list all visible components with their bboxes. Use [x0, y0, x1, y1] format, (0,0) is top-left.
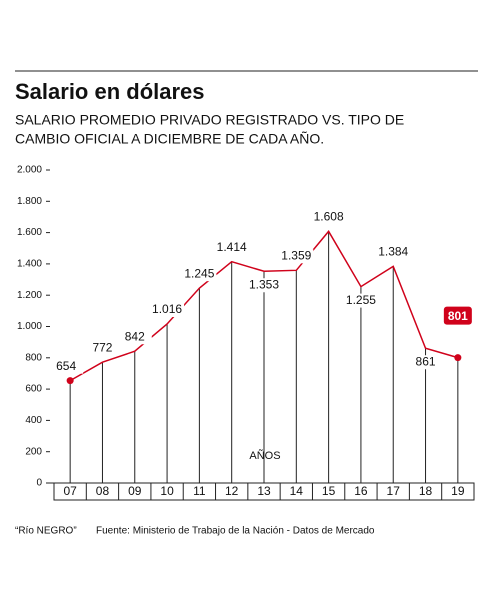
- x-tick-label: 08: [96, 484, 110, 498]
- y-tick-label: 600: [25, 384, 42, 395]
- x-tick-label: 13: [257, 484, 271, 498]
- y-tick-label: 800: [25, 352, 42, 363]
- label-bg: [214, 240, 249, 255]
- credit: “Río NEGRO”: [15, 526, 77, 537]
- value-label: 1.384: [378, 245, 408, 259]
- x-tick-label: 14: [290, 484, 304, 498]
- y-tick-label: 1.200: [17, 290, 42, 301]
- value-label: 801: [448, 309, 468, 323]
- chart-subtitle: SALARIO PROMEDIO PRIVADO REGISTRADO VS. …: [15, 112, 404, 128]
- x-axis-label: AÑOS: [249, 449, 280, 462]
- label-bg: [279, 249, 314, 264]
- point: [66, 377, 74, 385]
- y-tick-label: 1.800: [17, 196, 42, 207]
- label-bg: [343, 293, 378, 308]
- x-tick-label: 11: [193, 484, 206, 498]
- chart-title: Salario en dólares: [15, 79, 205, 104]
- value-label: 1.359: [281, 248, 311, 262]
- value-label: 861: [416, 354, 436, 368]
- x-tick-label: 18: [419, 484, 433, 498]
- value-label: 842: [125, 329, 145, 343]
- highlight-box: [443, 306, 472, 325]
- x-tick-label: 12: [225, 484, 239, 498]
- value-label: 1.255: [346, 293, 376, 307]
- x-tick-label: 17: [387, 484, 401, 498]
- value-label: 1.016: [152, 302, 182, 316]
- y-tick-label: 2.000: [17, 165, 42, 176]
- x-tick-label: 15: [322, 484, 336, 498]
- y-tick-label: 0: [36, 478, 42, 489]
- x-tick-label: 16: [354, 484, 368, 498]
- label-bg: [376, 245, 411, 260]
- x-tick-label: 07: [63, 484, 77, 498]
- label-bg: [182, 267, 217, 282]
- label-bg: [247, 278, 281, 293]
- label-bg: [117, 330, 152, 345]
- label-bg: [311, 210, 346, 225]
- value-label: 1.414: [217, 240, 247, 254]
- point: [454, 354, 462, 362]
- label-bg: [408, 355, 443, 370]
- source: Fuente: Ministerio de Trabajo de la Naci…: [96, 526, 375, 537]
- y-tick-label: 400: [25, 415, 42, 426]
- value-label: 1.608: [314, 210, 344, 224]
- value-label: 1.245: [184, 266, 214, 280]
- value-label: 654: [56, 359, 76, 373]
- label-bg: [150, 302, 185, 317]
- y-tick-label: 1.000: [17, 321, 42, 332]
- value-label: 1.353: [249, 277, 279, 291]
- data-line: [69, 230, 459, 382]
- label-bg: [85, 341, 120, 356]
- y-tick-label: 200: [25, 446, 42, 457]
- x-tick-label: 19: [451, 484, 465, 498]
- y-tick-label: 1.400: [17, 259, 42, 270]
- chart-subtitle: CAMBIO OFICIAL A DICIEMBRE DE CADA AÑO.: [15, 131, 324, 147]
- x-tick-label: 09: [128, 484, 142, 498]
- label-bg: [49, 359, 84, 374]
- value-label: 772: [92, 340, 112, 354]
- x-tick-label: 10: [160, 484, 174, 498]
- y-tick-label: 1.600: [17, 227, 42, 238]
